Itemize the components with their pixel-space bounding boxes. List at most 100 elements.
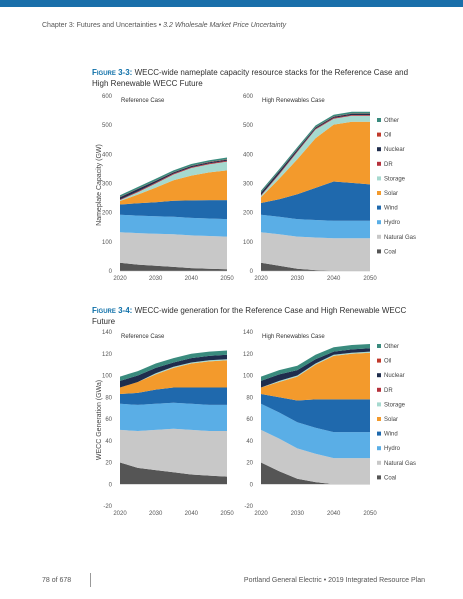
y-tick-label: 200 (243, 211, 254, 217)
section-title: 3.2 Wholesale Market Price Uncertainty (163, 22, 287, 29)
page-number: 78 of 678 (42, 577, 72, 584)
legend-label: Hydro (384, 220, 401, 226)
x-tick-label: 2020 (254, 276, 268, 282)
y-tick-label: 100 (102, 374, 113, 380)
area-wind (261, 394, 370, 433)
y-tick-label: 0 (250, 482, 254, 488)
area-coal (120, 462, 227, 485)
legend-label: Nuclear (384, 147, 405, 153)
x-tick-label: 2040 (185, 511, 199, 517)
legend-label: Storage (384, 176, 406, 182)
header-bullet: • (158, 22, 162, 29)
y-tick-label: 500 (102, 123, 113, 129)
legend-swatch (377, 446, 381, 451)
figure-caption: Figure 3-4: WECC-wide generation for the… (92, 305, 422, 327)
legend-swatch (377, 344, 381, 348)
y-tick-label: 120 (102, 352, 113, 358)
legend-swatch (377, 147, 381, 152)
running-header: Chapter 3: Futures and Uncertainties • 3… (42, 22, 286, 29)
area-hydro (261, 214, 370, 239)
y-tick-label: 140 (102, 330, 113, 336)
chart-subtitle: Reference Case (121, 334, 165, 340)
x-tick-label: 2040 (327, 511, 341, 517)
top-accent-bar (0, 0, 463, 7)
y-tick-label: 40 (246, 439, 253, 445)
legend-swatch (377, 132, 381, 137)
legend-swatch (377, 176, 381, 181)
y-tick-label: 600 (102, 94, 113, 100)
legend-label: Coal (384, 249, 396, 255)
legend-label: Natural Gas (384, 461, 416, 467)
area-nuclear (261, 348, 370, 388)
legend-swatch (377, 220, 381, 225)
x-tick-label: 2030 (149, 276, 163, 282)
area-natural-gas (261, 232, 370, 271)
x-tick-label: 2020 (113, 511, 127, 517)
y-tick-label: 600 (243, 94, 254, 100)
chart-subtitle: High Renewables Case (262, 98, 325, 104)
area-storage (261, 351, 370, 388)
x-tick-label: 2040 (327, 276, 341, 282)
area-other (120, 350, 227, 381)
legend-label: Hydro (384, 446, 401, 452)
x-tick-label: 2030 (291, 276, 305, 282)
y-tick-label: 40 (105, 439, 112, 445)
y-tick-label: 60 (105, 417, 112, 423)
legend-swatch (377, 417, 381, 421)
y-axis-label: WECC Generation (GWa) (96, 380, 103, 460)
y-tick-label: 120 (243, 352, 254, 358)
legend-label: Solar (384, 191, 398, 197)
area-storage (261, 115, 370, 198)
y-tick-label: 300 (102, 182, 113, 188)
x-tick-label: 2050 (220, 511, 234, 517)
legend-swatch (377, 358, 381, 363)
area-hydro (120, 402, 227, 431)
legend-label: Solar (384, 417, 398, 423)
chapter-title: Chapter 3: Futures and Uncertainties (42, 22, 157, 29)
x-tick-label: 2050 (220, 276, 234, 282)
y-tick-label: 20 (246, 461, 253, 467)
area-wind (120, 387, 227, 405)
y-tick-label: 60 (246, 417, 253, 423)
x-tick-label: 2030 (149, 511, 163, 517)
area-hydro (120, 214, 227, 237)
x-tick-label: 2030 (291, 511, 305, 517)
x-tick-label: 2050 (363, 511, 377, 517)
y-tick-label: 500 (243, 123, 254, 129)
footer-bullet: • (323, 577, 327, 584)
footer-divider (90, 573, 91, 587)
y-tick-label: -20 (103, 504, 112, 510)
legend-swatch (377, 249, 381, 254)
y-tick-label: 400 (102, 152, 113, 158)
area-solar (261, 352, 370, 401)
legend-swatch (377, 191, 381, 195)
area-coal (261, 262, 370, 271)
legend-swatch (377, 475, 381, 480)
x-tick-label: 2020 (113, 276, 127, 282)
y-tick-label: 0 (250, 269, 254, 275)
figure-label: Figure 3-3: (92, 68, 133, 77)
legend-label: Natural Gas (384, 235, 416, 241)
area-hydro (261, 403, 370, 459)
y-tick-label: 20 (105, 461, 112, 467)
y-tick-label: 80 (105, 395, 112, 401)
legend-label: Oil (384, 359, 391, 365)
y-tick-label: 80 (246, 395, 253, 401)
legend-label: Other (384, 118, 399, 124)
footer-title: Portland General Electric • 2019 Integra… (244, 577, 425, 584)
y-tick-label: 140 (243, 330, 254, 336)
x-tick-label: 2050 (363, 276, 377, 282)
y-tick-label: 300 (243, 182, 254, 188)
area-storage (120, 161, 227, 201)
y-tick-label: 100 (102, 240, 113, 246)
figure-caption: Figure 3-3: WECC-wide nameplate capacity… (92, 67, 422, 89)
x-tick-label: 2040 (185, 276, 199, 282)
y-tick-label: 200 (102, 211, 113, 217)
legend-swatch (377, 118, 381, 122)
legend-label: Wind (384, 432, 398, 438)
y-tick-label: 0 (109, 482, 113, 488)
legend-swatch (377, 402, 381, 407)
y-axis-label: Nameplate Capacity (GW) (96, 144, 103, 226)
legend-label: Wind (384, 206, 398, 212)
area-solar (120, 360, 227, 394)
